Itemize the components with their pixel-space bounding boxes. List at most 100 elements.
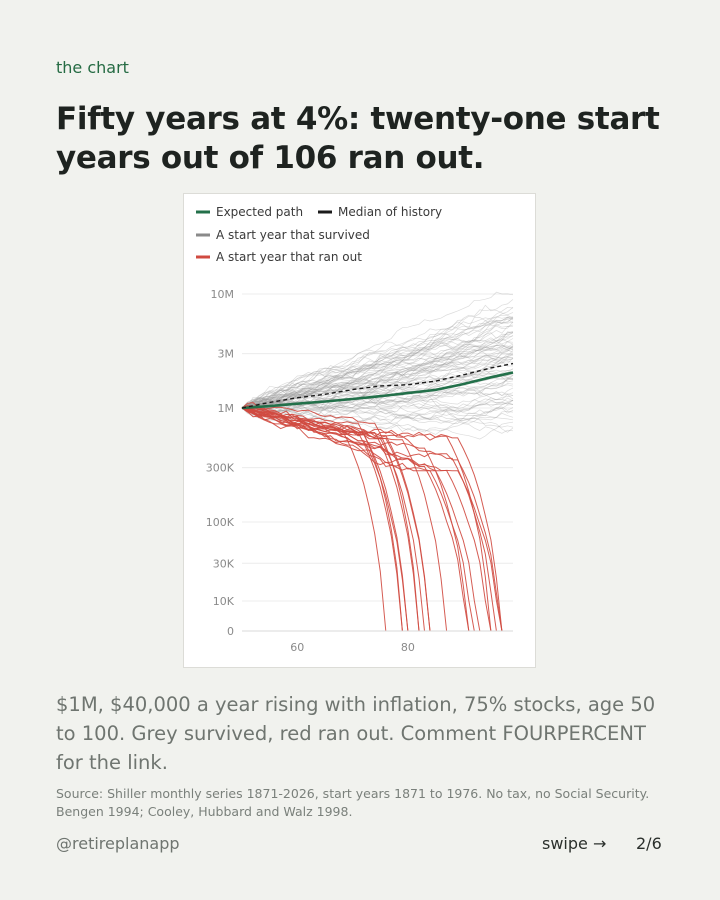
survivor-path bbox=[241, 378, 514, 414]
survivor-path bbox=[241, 317, 514, 409]
chart-card: 0 10K 30K 100K 300K 1M 3M 10M 60 80 Expected path… bbox=[183, 193, 536, 668]
survivor-path bbox=[241, 317, 514, 409]
survivor-path bbox=[241, 324, 514, 409]
failed-path bbox=[242, 407, 475, 632]
failed-paths bbox=[241, 402, 508, 632]
survivor-path bbox=[241, 340, 514, 409]
headline: Fifty years at 4%: twenty-one start year… bbox=[56, 100, 676, 178]
survivor-path bbox=[241, 389, 514, 409]
survivor-path bbox=[241, 345, 514, 409]
survivor-path bbox=[241, 348, 514, 409]
survivor-path bbox=[241, 407, 514, 433]
survivor-path bbox=[241, 321, 514, 410]
highlight-series bbox=[241, 362, 514, 410]
survivor-path bbox=[241, 350, 514, 409]
survivor-path bbox=[241, 337, 514, 418]
failed-path bbox=[241, 407, 408, 632]
survivor-path bbox=[241, 307, 514, 409]
survivor-path bbox=[241, 358, 514, 410]
survivor-path bbox=[241, 377, 514, 415]
failed-path bbox=[241, 406, 436, 632]
survivor-path bbox=[241, 343, 514, 410]
legend-label: Median of history bbox=[338, 205, 442, 219]
survivor-path bbox=[241, 353, 514, 409]
survivor-path bbox=[241, 387, 514, 409]
survivor-path bbox=[241, 316, 514, 410]
survivor-path bbox=[241, 331, 514, 409]
survivor-path bbox=[241, 374, 514, 410]
failed-path bbox=[241, 407, 502, 632]
survivor-path bbox=[241, 353, 513, 409]
source-note: Source: Shiller monthly series 1871-2026… bbox=[56, 785, 671, 821]
survivor-path bbox=[241, 309, 514, 409]
survivor-path bbox=[241, 353, 514, 409]
survivor-path bbox=[241, 399, 514, 417]
failed-path bbox=[241, 402, 430, 632]
failed-path bbox=[241, 407, 508, 632]
survivor-path bbox=[241, 320, 514, 409]
survivor-path bbox=[241, 384, 514, 409]
survivor-path bbox=[241, 401, 514, 416]
page-indicator: 2/6 bbox=[636, 834, 662, 853]
survivor-path bbox=[241, 369, 514, 417]
survivor-path bbox=[241, 330, 514, 409]
survivor-path bbox=[241, 318, 514, 409]
failed-path bbox=[241, 406, 497, 632]
survivor-path bbox=[241, 324, 514, 409]
survivor-path bbox=[241, 347, 514, 409]
failed-path bbox=[241, 407, 414, 632]
y-tick-label: 1M bbox=[218, 402, 235, 415]
survivor-path bbox=[241, 383, 514, 418]
survivor-path bbox=[241, 346, 514, 409]
failed-path bbox=[241, 407, 475, 632]
account-handle[interactable]: @retireplanapp bbox=[56, 834, 180, 853]
failed-path bbox=[241, 407, 508, 632]
y-tick-label: 10K bbox=[213, 595, 235, 608]
survivor-path bbox=[241, 335, 514, 409]
failed-path bbox=[241, 407, 392, 632]
survivor-path bbox=[241, 399, 514, 414]
chart-axes: 0 10K 30K 100K 300K 1M 3M 10M 60 80 bbox=[206, 288, 513, 654]
survivor-path bbox=[241, 314, 514, 409]
portfolio-paths-chart: 0 10K 30K 100K 300K 1M 3M 10M 60 80 Expected path… bbox=[196, 205, 514, 654]
survivor-path bbox=[241, 357, 513, 409]
legend-label: Expected path bbox=[216, 205, 303, 219]
y-tick-label: 10M bbox=[211, 288, 235, 301]
y-tick-label: 300K bbox=[206, 462, 235, 475]
survivor-path bbox=[241, 375, 514, 410]
survivor-path bbox=[241, 378, 514, 412]
survivor-path bbox=[241, 361, 514, 411]
survivor-path bbox=[241, 358, 514, 409]
headline-line-2: years out of 106 ran out. bbox=[56, 140, 485, 176]
headline-line-1: Fifty years at 4%: twenty-one start bbox=[56, 101, 660, 137]
y-tick-label: 100K bbox=[206, 516, 235, 529]
survivor-path bbox=[241, 335, 514, 409]
failed-path bbox=[241, 407, 425, 632]
failed-path bbox=[241, 407, 497, 632]
survivor-path bbox=[241, 345, 514, 409]
survivor-path bbox=[241, 332, 514, 411]
survivor-path bbox=[241, 357, 514, 416]
series-line-1 bbox=[241, 362, 514, 409]
y-tick-label: 0 bbox=[227, 625, 234, 638]
survivor-path bbox=[241, 368, 514, 411]
legend-label: A start year that survived bbox=[216, 228, 370, 242]
survivor-path bbox=[241, 344, 514, 411]
swipe-button[interactable]: swipe → bbox=[542, 834, 607, 853]
survivor-path bbox=[241, 394, 514, 421]
eyebrow-label: the chart bbox=[56, 58, 129, 77]
survivor-path bbox=[241, 389, 514, 409]
x-tick-label: 80 bbox=[401, 641, 415, 654]
survivor-path bbox=[241, 291, 514, 409]
source-line-1: Source: Shiller monthly series 1871-2026… bbox=[56, 786, 650, 801]
survivor-path bbox=[241, 353, 514, 409]
survivor-path bbox=[241, 368, 514, 409]
survivor-path bbox=[241, 307, 514, 409]
survivor-path bbox=[241, 356, 514, 410]
survivor-path bbox=[241, 400, 514, 421]
series-line-0 bbox=[241, 371, 514, 410]
failed-path bbox=[241, 407, 480, 632]
survivor-path bbox=[241, 406, 514, 435]
survivor-path bbox=[241, 317, 514, 416]
y-tick-label: 3M bbox=[218, 348, 235, 361]
